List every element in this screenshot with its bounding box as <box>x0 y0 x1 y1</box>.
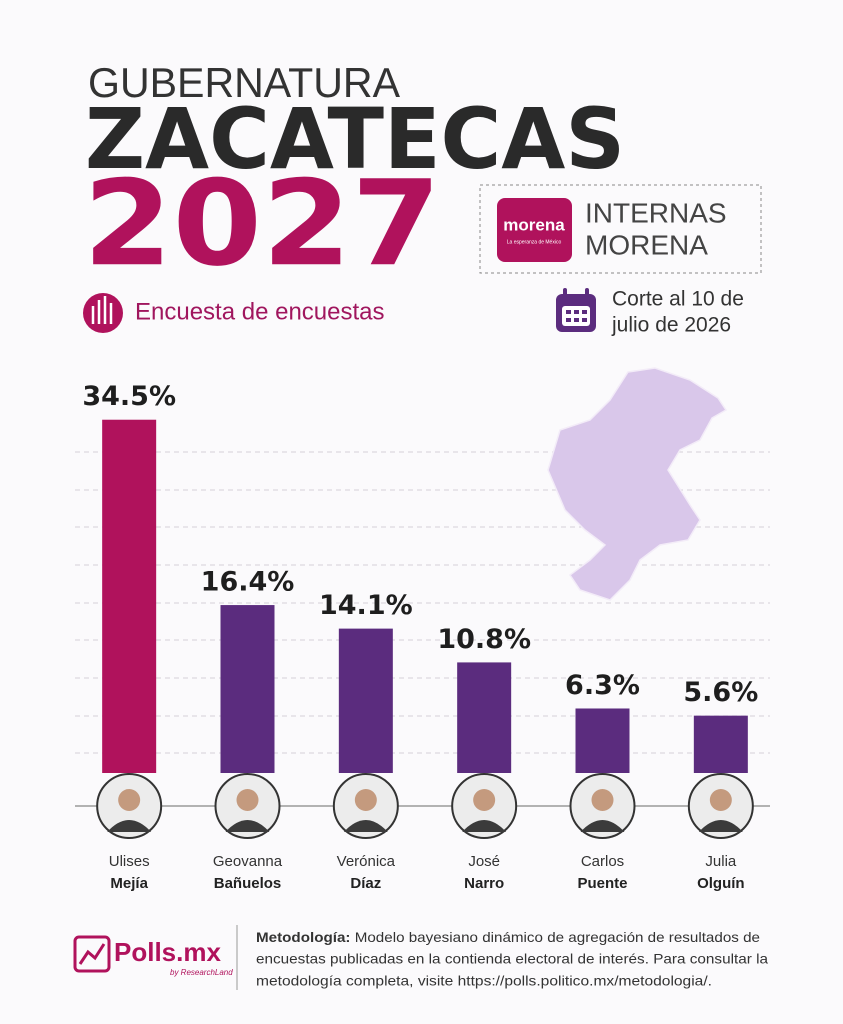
photo-shoulders <box>462 820 507 832</box>
candidate-photo <box>687 773 754 839</box>
photo-shoulders <box>225 820 270 832</box>
survey-label: Encuesta de encuestas <box>135 298 385 325</box>
candidate-photo <box>96 773 163 839</box>
methodology-line: Metodología: Modelo bayesiano dinámico d… <box>256 929 760 945</box>
candidate-last-name: Olguín <box>697 875 745 892</box>
candidate-last-name: Díaz <box>350 875 381 892</box>
cutoff-line: julio de 2026 <box>611 314 731 337</box>
photo-head <box>118 789 141 811</box>
photo-head <box>591 789 614 811</box>
candidate-photo <box>332 773 399 839</box>
candidate-last-name: Narro <box>464 875 504 892</box>
candidate-photo <box>451 773 518 839</box>
photo-head <box>709 789 732 811</box>
methodology-text: Modelo bayesiano dinámico de agregación … <box>355 929 761 945</box>
value-label: 16.4% <box>201 567 295 598</box>
candidate-first-name: Verónica <box>337 853 396 870</box>
brand-by: by ResearchLand <box>170 968 233 977</box>
badge-box <box>479 184 762 274</box>
candidate-last-name: Puente <box>577 875 627 892</box>
candidate-first-name: Carlos <box>581 853 624 870</box>
bar <box>102 419 157 773</box>
value-label: 10.8% <box>437 624 531 655</box>
photo-shoulders <box>580 820 625 832</box>
survey-icon-bars <box>91 296 113 324</box>
candidate-photo <box>569 773 636 839</box>
candidate-photo <box>214 773 281 839</box>
bar <box>575 708 630 773</box>
badge-line: INTERNAS <box>585 197 727 228</box>
kicker: GUBERNATURA <box>88 59 400 106</box>
bars: 34.5% Ulises Mejía 16.4% Geovanna Bañuelos 14.… <box>82 381 758 892</box>
cutoff-line: Corte al 10 de <box>612 288 744 311</box>
candidate-first-name: Julia <box>705 853 737 870</box>
bar <box>338 628 393 773</box>
candidate-last-name: Mejía <box>110 875 148 892</box>
candidate-first-name: Ulises <box>109 853 150 870</box>
title: ZACATECAS <box>85 90 625 188</box>
brand: Polls.mx <box>114 937 221 967</box>
photo-shoulders <box>698 820 743 832</box>
candidate-last-name: Bañuelos <box>214 875 282 892</box>
photo-head <box>473 789 496 811</box>
party-slogan: La esperanza de México <box>507 239 562 245</box>
value-label: 14.1% <box>319 590 413 621</box>
candidate-first-name: José <box>468 853 500 870</box>
photo-shoulders <box>343 820 388 832</box>
methodology-line: metodología completa, visite https://pol… <box>256 973 712 989</box>
methodology-line: encuestas publicadas en la contienda ele… <box>256 951 768 967</box>
value-label: 5.6% <box>683 677 758 708</box>
methodology-label: Metodología: <box>256 929 350 945</box>
brand-logo <box>73 935 111 973</box>
survey-icon <box>83 293 123 333</box>
value-label: 6.3% <box>565 670 640 701</box>
photo-head <box>354 789 377 811</box>
bar <box>220 605 275 773</box>
calendar-icon <box>556 288 596 332</box>
year: 2027 <box>83 154 441 292</box>
candidate-first-name: Geovanna <box>213 853 283 870</box>
value-label: 34.5% <box>82 381 176 412</box>
party-logo-bg <box>497 198 572 262</box>
photo-head <box>236 789 259 811</box>
state-map <box>547 367 728 601</box>
party-logo: morena <box>503 215 565 234</box>
bar <box>457 662 512 773</box>
photo-shoulders <box>107 820 152 832</box>
badge-line: MORENA <box>585 229 708 260</box>
bar <box>693 715 748 773</box>
